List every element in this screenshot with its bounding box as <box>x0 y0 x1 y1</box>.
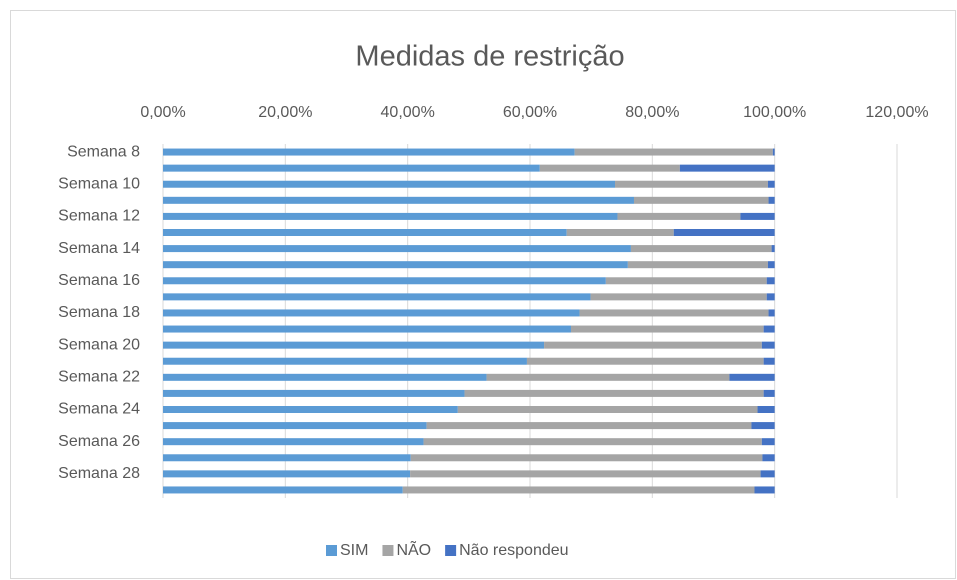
bar-segment <box>766 293 775 301</box>
bar-segment <box>163 325 571 333</box>
y-tick-label: Semana 8 <box>67 143 140 160</box>
x-tick-label: 80,00% <box>625 104 679 121</box>
bar-segment <box>163 486 403 494</box>
y-tick-label: Semana 20 <box>58 336 140 353</box>
bar-segment <box>772 148 775 156</box>
legend-swatch <box>382 545 394 556</box>
legend-label: NÃO <box>396 539 431 559</box>
bar-segment <box>163 148 575 156</box>
bar-segment <box>163 261 628 269</box>
bar-segment <box>423 438 762 446</box>
bar-segment <box>679 164 775 172</box>
legend-label: Não respondeu <box>459 542 568 559</box>
bar-segment <box>633 196 769 204</box>
bar-segment <box>673 229 775 236</box>
x-tick-label: 60,00% <box>503 104 557 121</box>
bar-segment <box>163 164 540 172</box>
bar-segment <box>757 406 775 413</box>
legend-swatch <box>326 545 337 556</box>
x-tick-label: 20,00% <box>258 104 312 121</box>
x-tick-label: 0,00% <box>140 104 185 121</box>
bar-segment <box>163 357 527 365</box>
bar-segment <box>768 196 775 204</box>
y-tick-label: Semana 26 <box>58 433 140 450</box>
y-tick-label: Semana 24 <box>58 401 140 418</box>
bar-segment <box>763 389 775 397</box>
bar-segment <box>163 389 465 397</box>
bar-segment <box>760 470 775 478</box>
bar-segment <box>539 164 680 172</box>
y-tick-label: Semana 22 <box>58 369 140 386</box>
y-tick-label: Semana 16 <box>58 272 140 289</box>
bar-segment <box>163 277 606 285</box>
bar-segment <box>605 277 767 285</box>
bar-segment <box>766 277 775 285</box>
bar-segment <box>163 229 567 236</box>
bar-segment <box>163 438 424 446</box>
legend-label: SIM <box>340 542 368 559</box>
x-tick-label: 40,00% <box>381 104 435 121</box>
bar-segment <box>729 373 775 381</box>
bar-segment <box>163 454 411 462</box>
bar-segment <box>163 293 591 301</box>
y-tick-label: Semana 28 <box>58 465 140 482</box>
bar-segment <box>410 454 763 462</box>
bar-segment <box>617 212 741 220</box>
bar-segment <box>163 373 487 381</box>
x-tick-label: 120,00% <box>865 104 928 121</box>
bar-segment <box>457 406 758 413</box>
bar-segment <box>163 406 458 413</box>
bar-segment <box>615 180 768 188</box>
bar-segment <box>767 261 775 269</box>
bar-segment <box>163 341 545 349</box>
x-tick-label: 100,00% <box>743 104 806 121</box>
bar-segment <box>526 357 764 365</box>
bar-segment <box>627 261 768 269</box>
bar-segment <box>163 196 634 204</box>
bar-segment <box>410 470 761 478</box>
bar-segment <box>630 245 772 253</box>
bar-segment <box>590 293 767 301</box>
bar-segment <box>163 180 616 188</box>
bar-segment <box>761 438 775 446</box>
bar-segment <box>163 470 411 478</box>
bar-segment <box>771 245 775 253</box>
bar-segment <box>163 245 631 253</box>
bar-segment <box>761 341 775 349</box>
bar-segment <box>768 309 775 317</box>
bar-segment <box>762 454 775 462</box>
bar-segment <box>163 212 618 220</box>
bar-segment <box>402 486 755 494</box>
bar-segment <box>574 148 773 156</box>
bar-segment <box>751 422 775 430</box>
bar-segment <box>763 357 775 365</box>
bar-segment <box>579 309 769 317</box>
chart-title: Medidas de restrição <box>355 41 624 73</box>
y-tick-label: Semana 10 <box>58 175 140 192</box>
bar-segment <box>464 389 764 397</box>
bar-segment <box>566 229 674 236</box>
bar-segment <box>486 373 730 381</box>
bar-segment <box>426 422 752 430</box>
bar-segment <box>544 341 762 349</box>
y-tick-label: Semana 18 <box>58 304 140 321</box>
bar-segment <box>163 422 427 430</box>
bar-segment <box>570 325 764 333</box>
bar-segment <box>767 180 775 188</box>
y-tick-label: Semana 12 <box>58 208 140 225</box>
bar-segment <box>163 309 580 317</box>
legend-swatch <box>445 545 457 556</box>
bar-segment <box>763 325 775 333</box>
y-tick-label: Semana 14 <box>58 240 140 257</box>
bar-segment <box>740 212 775 220</box>
bar-segment <box>754 486 775 494</box>
